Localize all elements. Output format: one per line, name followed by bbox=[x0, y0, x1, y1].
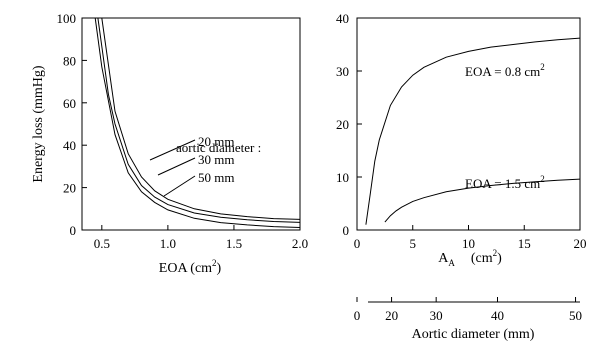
right-chart: 0 5 10 15 20 0 10 20 30 40 EOA = 0.8 cm2 EOA = 1.5… bbox=[336, 11, 587, 268]
right-plot-frame bbox=[356, 17, 581, 231]
left-chart: 0.5 1.0 1.5 2.0 0 20 40 60 80 100 aortic diameter… bbox=[31, 11, 308, 276]
left-x-tick-label: 1.5 bbox=[226, 236, 242, 251]
aortic-diameter-label: aortic diameter : bbox=[176, 140, 261, 155]
left-y-tick-label: 100 bbox=[57, 11, 77, 26]
left-series-labels: 20 mm 30 mm 50 mm bbox=[149, 134, 234, 197]
aortic-diameter-axis: 0 20 30 40 50 Aortic diameter (mm) bbox=[354, 297, 582, 342]
left-series-line-2 bbox=[97, 17, 301, 223]
right-y-tick-label: 10 bbox=[336, 170, 349, 185]
diameter-tick-label: 0 bbox=[354, 308, 361, 323]
left-series-label-1: 20 mm bbox=[198, 134, 234, 149]
right-y-tick-label: 20 bbox=[336, 117, 349, 132]
left-x-axis-label: EOA (cm2) bbox=[159, 258, 222, 276]
left-series-label-3: 50 mm bbox=[198, 170, 234, 185]
left-series-leader-3 bbox=[163, 175, 196, 197]
left-series-leader-2 bbox=[157, 157, 196, 176]
left-curves bbox=[94, 17, 301, 228]
left-series-line-3 bbox=[94, 17, 301, 228]
right-x-tick-label: 0 bbox=[354, 236, 361, 251]
right-x-tick-label: 20 bbox=[574, 236, 587, 251]
diameter-tick-label: 20 bbox=[385, 308, 398, 323]
right-x-axis-label: AA (cm2) bbox=[438, 248, 502, 268]
right-y-tick-label: 0 bbox=[343, 223, 350, 238]
diameter-tick-label: 50 bbox=[569, 308, 582, 323]
right-series-line-1 bbox=[365, 37, 581, 225]
diameter-axis-label: Aortic diameter (mm) bbox=[412, 327, 535, 342]
left-x-tick-label: 2.0 bbox=[292, 236, 308, 251]
left-ticks: 0.5 1.0 1.5 2.0 0 20 40 60 80 100 bbox=[57, 11, 309, 251]
right-series-labels: EOA = 0.8 cm2 EOA = 1.5 cm2 bbox=[465, 62, 545, 191]
right-y-tick-label: 40 bbox=[336, 11, 349, 26]
left-x-tick-label: 1.0 bbox=[160, 236, 176, 251]
left-y-tick-label: 20 bbox=[63, 181, 76, 196]
diameter-tick-label: 30 bbox=[430, 308, 443, 323]
left-series-leader-1 bbox=[149, 139, 196, 161]
right-x-tick-label: 15 bbox=[518, 236, 531, 251]
right-x-tick-label: 10 bbox=[462, 236, 475, 251]
right-ticks: 0 5 10 15 20 0 10 20 30 40 bbox=[336, 11, 587, 251]
left-y-tick-label: 60 bbox=[63, 96, 76, 111]
left-series-label-2: 30 mm bbox=[198, 152, 234, 167]
left-y-tick-label: 0 bbox=[70, 223, 77, 238]
right-x-tick-label: 5 bbox=[410, 236, 417, 251]
left-series-line-1 bbox=[101, 17, 301, 220]
left-plot-frame bbox=[81, 17, 301, 231]
right-curves bbox=[365, 37, 581, 225]
left-y-tick-label: 80 bbox=[63, 53, 76, 68]
left-y-tick-label: 40 bbox=[63, 138, 76, 153]
left-y-axis-label: Energy loss (mmHg) bbox=[31, 65, 46, 183]
right-y-tick-label: 30 bbox=[336, 64, 349, 79]
right-series-label-1: EOA = 0.8 cm2 bbox=[465, 62, 545, 79]
right-series-label-2: EOA = 1.5 cm2 bbox=[465, 174, 545, 191]
diameter-ticks: 0 20 30 40 50 bbox=[354, 297, 582, 323]
right-series-line-2 bbox=[384, 178, 581, 223]
left-x-tick-label: 0.5 bbox=[94, 236, 110, 251]
diameter-tick-label: 40 bbox=[491, 308, 504, 323]
